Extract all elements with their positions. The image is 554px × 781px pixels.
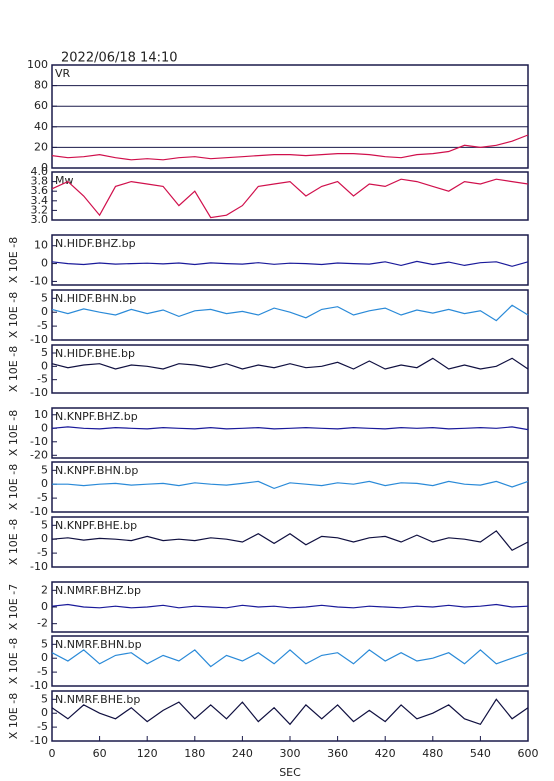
y-axis-label: X 10E -8	[7, 464, 20, 510]
y-tick-label: 0	[41, 651, 48, 664]
y-tick-label: 3.6	[31, 184, 49, 197]
y-tick-label: 0	[41, 706, 48, 719]
x-tick-label: 180	[184, 747, 205, 760]
y-tick-label: -5	[37, 720, 48, 733]
panel-label: N.NMRF.BHZ.bp	[55, 584, 141, 597]
y-tick-label: 80	[34, 79, 48, 92]
y-tick-label: 0	[41, 359, 48, 372]
trace	[51, 178, 529, 219]
panel-label: N.KNPF.BHN.bp	[55, 464, 138, 477]
y-tick-label: 0	[41, 305, 48, 318]
trace	[51, 698, 529, 726]
y-tick-label: 10	[34, 408, 48, 421]
trace	[51, 304, 529, 322]
panel-frame	[51, 64, 529, 169]
y-tick-label: 3.2	[31, 203, 49, 216]
panel-frame	[51, 234, 529, 286]
y-tick-label: 4.0	[31, 165, 49, 178]
panel-label: N.HIDF.BHN.bp	[55, 292, 136, 305]
y-tick-label: 40	[34, 120, 48, 133]
panel-label: N.NMRF.BHN.bp	[55, 638, 142, 651]
y-tick-label: 3.0	[31, 213, 49, 226]
y-tick-label: 5	[41, 463, 48, 476]
y-tick-label: 5	[41, 346, 48, 359]
y-tick-label: -10	[30, 333, 48, 346]
y-axis-label: X 10E -8	[7, 292, 20, 338]
y-tick-label: 0	[41, 532, 48, 545]
panel-frame	[51, 461, 529, 513]
panel-label: N.KNPF.BHZ.bp	[55, 410, 138, 423]
panel-frame	[51, 407, 529, 459]
y-tick-label: 5	[41, 291, 48, 304]
y-tick-label: -5	[37, 373, 48, 386]
panel-label: N.HIDF.BHE.bp	[55, 347, 135, 360]
y-tick-label: 5	[41, 518, 48, 531]
y-tick-label: -20	[30, 448, 48, 461]
x-tick-label: 420	[375, 747, 396, 760]
y-tick-label: 3.8	[31, 175, 49, 188]
panel-label: Mw	[55, 174, 74, 187]
y-tick-label: -10	[30, 435, 48, 448]
trace	[51, 603, 529, 609]
trace	[51, 649, 529, 668]
panel-frame	[51, 171, 529, 221]
panel-label: N.KNPF.BHE.bp	[55, 519, 137, 532]
y-tick-label: 3.4	[31, 194, 49, 207]
y-tick-label: -5	[37, 546, 48, 559]
y-axis-label: X 10E -7	[7, 584, 20, 630]
x-tick-label: 0	[49, 747, 56, 760]
x-tick-label: 360	[327, 747, 348, 760]
y-tick-label: -10	[30, 274, 48, 287]
y-axis-label: X 10E -8	[7, 693, 20, 739]
y-tick-label: 0	[41, 257, 48, 270]
trace	[51, 426, 529, 431]
chart-title: 2022/06/18 14:10	[61, 51, 178, 66]
x-tick-label: 540	[470, 747, 491, 760]
y-tick-label: -5	[37, 319, 48, 332]
y-tick-label: -10	[30, 734, 48, 747]
trace	[52, 480, 529, 490]
y-tick-label: -10	[30, 386, 48, 399]
y-axis-label: X 10E -8	[7, 410, 20, 456]
y-axis-label: X 10E -8	[7, 638, 20, 684]
x-tick-label: 60	[93, 747, 107, 760]
panel-label: VR	[55, 67, 71, 80]
y-tick-label: 0	[41, 161, 48, 174]
trace	[51, 530, 529, 552]
y-tick-label: 5	[41, 637, 48, 650]
panel-frame	[51, 635, 529, 687]
x-tick-label: 240	[232, 747, 253, 760]
y-tick-label: 2	[41, 583, 48, 596]
panel-label: N.NMRF.BHE.bp	[55, 693, 140, 706]
y-tick-label: 60	[34, 99, 48, 112]
x-tick-label: 480	[422, 747, 443, 760]
x-tick-label: 300	[280, 747, 301, 760]
x-axis-label: SEC	[279, 766, 301, 779]
y-tick-label: -5	[37, 491, 48, 504]
y-tick-label: 100	[27, 58, 48, 71]
y-axis-label: X 10E -8	[7, 346, 20, 392]
y-tick-label: -2	[37, 617, 48, 630]
trace	[51, 357, 529, 370]
y-tick-label: -10	[30, 679, 48, 692]
y-tick-label: -10	[30, 505, 48, 518]
y-tick-label: -5	[37, 665, 48, 678]
y-axis-label: X 10E -8	[7, 237, 20, 283]
y-tick-label: 10	[34, 239, 48, 252]
y-tick-label: 5	[41, 692, 48, 705]
y-tick-label: 0	[41, 477, 48, 490]
x-tick-label: 600	[518, 747, 539, 760]
y-tick-label: 20	[34, 140, 48, 153]
trace	[51, 260, 529, 267]
y-tick-label: 0	[41, 421, 48, 434]
x-tick-label: 120	[137, 747, 158, 760]
trace	[51, 134, 529, 161]
y-axis-label: X 10E -8	[7, 519, 20, 565]
y-tick-label: 0	[41, 600, 48, 613]
panel-label: N.HIDF.BHZ.bp	[55, 237, 136, 250]
y-tick-label: -10	[30, 560, 48, 573]
